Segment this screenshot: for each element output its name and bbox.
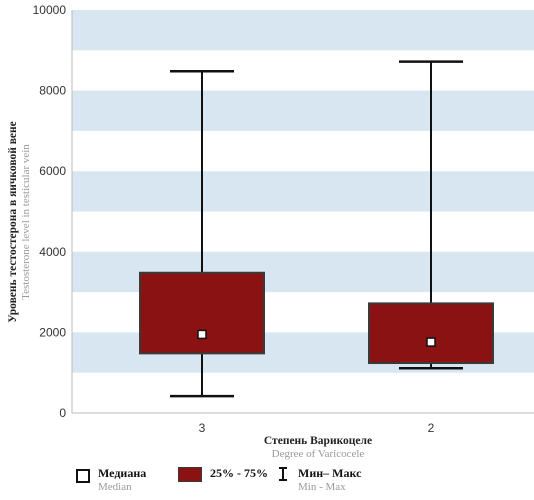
x-axis-label-ru: Степень Варикоцеле <box>264 435 372 447</box>
legend-median-en: Median <box>98 481 132 493</box>
axes <box>71 10 534 414</box>
boxes <box>139 60 494 398</box>
legend-range-ru: Мин– Макс <box>298 466 362 480</box>
band <box>72 90 534 131</box>
y-tick-label: 8000 <box>39 84 66 98</box>
min-max-whisker-icon <box>279 467 287 481</box>
legend-range-en: Min - Max <box>298 481 346 493</box>
legend-box-label: 25% - 75% <box>210 466 268 480</box>
x-axis-label-en: Degree of Varicocele <box>272 448 365 460</box>
y-axis-label-ru: Уровень тестостерона в яичковой вене <box>7 121 19 323</box>
median-marker <box>197 329 207 340</box>
legend-interquartile: 25% - 75% <box>178 466 268 482</box>
median-marker <box>426 337 436 347</box>
y-tick-label: 6000 <box>39 164 66 178</box>
x-tick-label: 3 <box>199 421 206 435</box>
y-axis-label-en: Testosterone level in testicular vein <box>20 144 32 300</box>
iqr-box <box>139 271 265 355</box>
legend: Медиана Median 25% - 75% Мин– Макс Min -… <box>0 466 534 500</box>
band <box>72 171 534 212</box>
box-swatch-icon <box>178 467 202 482</box>
legend-median: Медиана Median <box>76 466 146 494</box>
y-tick-label: 4000 <box>39 245 66 259</box>
y-tick-label: 2000 <box>39 325 66 339</box>
background-bands <box>72 10 534 373</box>
median-marker-icon <box>76 469 90 483</box>
iqr-box <box>368 302 494 365</box>
band <box>72 10 534 51</box>
legend-median-ru: Медиана <box>98 466 147 480</box>
y-tick-labels: 0 2000 4000 6000 8000 10000 <box>33 3 67 420</box>
legend-range: Мин– Макс Min - Max <box>278 466 361 494</box>
x-tick-label: 2 <box>428 421 435 435</box>
y-tick-label: 0 <box>59 406 66 420</box>
y-tick-label: 10000 <box>33 3 67 17</box>
